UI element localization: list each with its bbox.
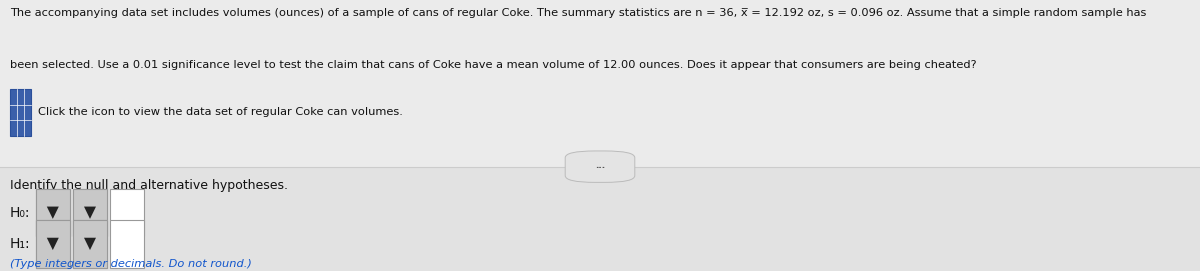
FancyBboxPatch shape	[36, 220, 70, 268]
FancyBboxPatch shape	[73, 189, 107, 236]
FancyBboxPatch shape	[36, 220, 70, 268]
FancyBboxPatch shape	[0, 167, 1200, 271]
FancyBboxPatch shape	[73, 220, 107, 268]
Polygon shape	[47, 238, 59, 250]
Text: Identify the null and alternative hypotheses.: Identify the null and alternative hypoth…	[10, 179, 288, 192]
FancyBboxPatch shape	[36, 189, 70, 236]
Text: H₁:: H₁:	[10, 237, 30, 251]
Text: H₀:: H₀:	[10, 206, 30, 220]
FancyBboxPatch shape	[565, 151, 635, 182]
Text: (Type integers or decimals. Do not round.): (Type integers or decimals. Do not round…	[10, 259, 252, 269]
FancyBboxPatch shape	[73, 220, 107, 268]
Polygon shape	[47, 207, 59, 219]
Text: been selected. Use a 0.01 significance level to test the claim that cans of Coke: been selected. Use a 0.01 significance l…	[10, 60, 977, 70]
FancyBboxPatch shape	[36, 189, 70, 236]
Text: Click the icon to view the data set of regular Coke can volumes.: Click the icon to view the data set of r…	[38, 108, 403, 117]
Text: ...: ...	[595, 161, 605, 170]
FancyBboxPatch shape	[0, 0, 1200, 167]
FancyBboxPatch shape	[110, 220, 144, 268]
Text: The accompanying data set includes volumes (ounces) of a sample of cans of regul: The accompanying data set includes volum…	[10, 8, 1146, 18]
FancyBboxPatch shape	[110, 189, 144, 236]
FancyBboxPatch shape	[73, 189, 107, 236]
Polygon shape	[84, 238, 96, 250]
FancyBboxPatch shape	[10, 89, 31, 136]
Polygon shape	[84, 207, 96, 219]
